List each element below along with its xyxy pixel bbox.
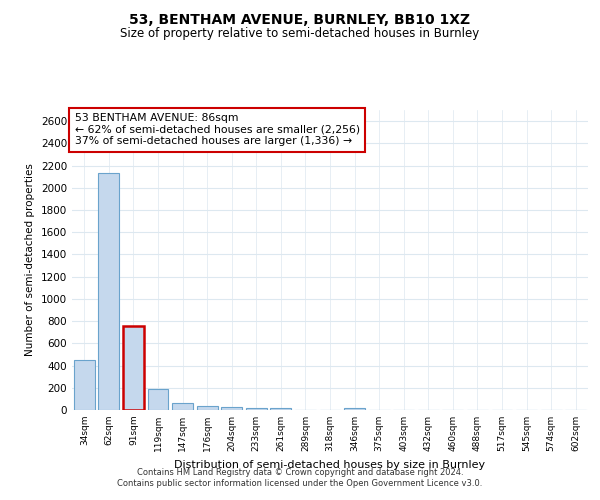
Bar [74,360,95,410]
Text: Size of property relative to semi-detached houses in Burnley: Size of property relative to semi-detach… [121,28,479,40]
Text: 53 BENTHAM AVENUE: 86sqm
← 62% of semi-detached houses are smaller (2,256)
37% o: 53 BENTHAM AVENUE: 86sqm ← 62% of semi-d… [74,113,360,146]
Bar [148,390,169,410]
Text: Contains HM Land Registry data © Crown copyright and database right 2024.
Contai: Contains HM Land Registry data © Crown c… [118,468,482,487]
X-axis label: Distribution of semi-detached houses by size in Burnley: Distribution of semi-detached houses by … [175,460,485,469]
Bar [221,407,242,410]
Bar [98,174,119,410]
Bar [246,408,267,410]
Bar [197,406,218,410]
Bar [172,404,193,410]
Y-axis label: Number of semi-detached properties: Number of semi-detached properties [25,164,35,356]
Text: 53, BENTHAM AVENUE, BURNLEY, BB10 1XZ: 53, BENTHAM AVENUE, BURNLEY, BB10 1XZ [130,12,470,26]
Bar [344,408,365,410]
Bar [123,326,144,410]
Bar [271,408,292,410]
